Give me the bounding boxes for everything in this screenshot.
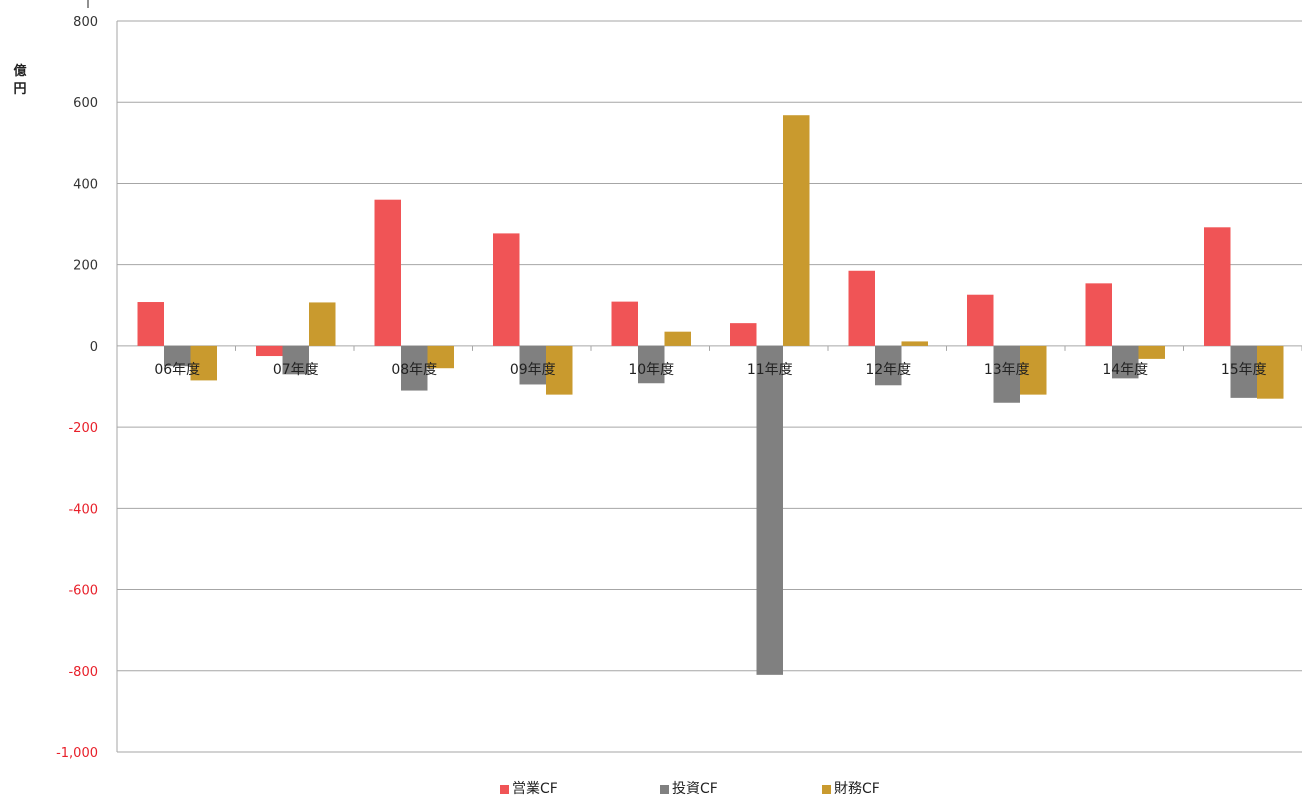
- category-label-8: 14年度: [1102, 362, 1148, 378]
- y-tick-label-5: -200: [68, 421, 98, 436]
- bars: [137, 115, 1284, 675]
- y-tick-label-3: 200: [73, 259, 98, 274]
- y-tick-label-7: -600: [68, 584, 98, 599]
- bar-s2-6: [901, 341, 928, 346]
- axes: [87, 0, 118, 752]
- bar-s1-6: [875, 345, 902, 386]
- category-label-1: 07年度: [273, 362, 319, 378]
- bar-s2-7: [1020, 345, 1047, 395]
- bar-s0-0: [137, 302, 164, 346]
- legend-swatch-2: [822, 785, 831, 794]
- bar-s2-9: [1257, 345, 1284, 399]
- bar-s1-2: [401, 345, 428, 391]
- legend-swatch-0: [500, 785, 509, 794]
- bar-s2-0: [190, 345, 217, 381]
- bar-s0-3: [493, 233, 520, 346]
- y-tick-label-8: -800: [68, 665, 98, 680]
- bar-s0-8: [1085, 283, 1112, 346]
- y-axis-label: 億円: [13, 63, 26, 97]
- y-tick-label-1: 600: [73, 96, 98, 111]
- bar-s0-7: [967, 294, 994, 346]
- bar-s0-6: [848, 270, 875, 346]
- bar-s0-4: [611, 301, 638, 346]
- bar-s1-1: [282, 345, 309, 375]
- y-tick-label-2: 400: [73, 177, 98, 192]
- category-label-9: 15年度: [1221, 362, 1267, 378]
- bar-s2-8: [1138, 345, 1165, 359]
- bar-s2-2: [427, 345, 454, 369]
- bar-s2-1: [309, 302, 336, 346]
- legend-label-0: 営業CF: [512, 781, 558, 796]
- bar-s1-7: [993, 345, 1020, 403]
- bar-s0-9: [1204, 227, 1231, 346]
- bar-s1-4: [638, 345, 665, 384]
- y-tick-label-9: -1,000: [56, 746, 98, 761]
- bar-s1-5: [756, 345, 783, 675]
- category-label-0: 06年度: [154, 362, 200, 378]
- category-label-7: 13年度: [984, 362, 1030, 378]
- y-axis-label-char-1: 円: [13, 82, 26, 97]
- bar-s0-2: [374, 199, 401, 346]
- bar-s1-8: [1112, 345, 1139, 379]
- category-label-5: 11年度: [747, 362, 793, 378]
- category-label-2: 08年度: [391, 362, 437, 378]
- bar-s2-4: [664, 331, 691, 346]
- bar-s2-3: [546, 345, 573, 395]
- category-label-6: 12年度: [865, 362, 911, 378]
- y-tick-labels: 800 600 400 200 0 -200 -400 -600 -800 -1,000: [56, 15, 98, 761]
- category-label-3: 09年度: [510, 362, 556, 378]
- y-tick-label-6: -400: [68, 502, 98, 517]
- category-label-4: 10年度: [628, 362, 674, 378]
- legend: 営業CF 投資CF 財務CF: [500, 781, 880, 796]
- bar-s1-9: [1230, 345, 1257, 398]
- bar-s1-3: [519, 345, 546, 385]
- grid-lines: [116, 20, 1302, 753]
- y-tick-label-0: 800: [73, 15, 98, 30]
- legend-label-2: 財務CF: [834, 781, 880, 796]
- bar-s0-5: [730, 323, 757, 346]
- bar-s1-0: [164, 345, 191, 367]
- bar-s0-1: [256, 345, 283, 357]
- y-tick-label-4: 0: [90, 340, 98, 355]
- bar-s2-5: [783, 115, 810, 346]
- legend-label-1: 投資CF: [672, 781, 718, 796]
- legend-swatch-1: [660, 785, 669, 794]
- category-labels: 06年度 07年度 08年度 09年度 10年度 11年度 12年度 13年度 14年度 15年度: [154, 362, 1266, 378]
- y-axis-label-char-0: 億: [13, 63, 26, 79]
